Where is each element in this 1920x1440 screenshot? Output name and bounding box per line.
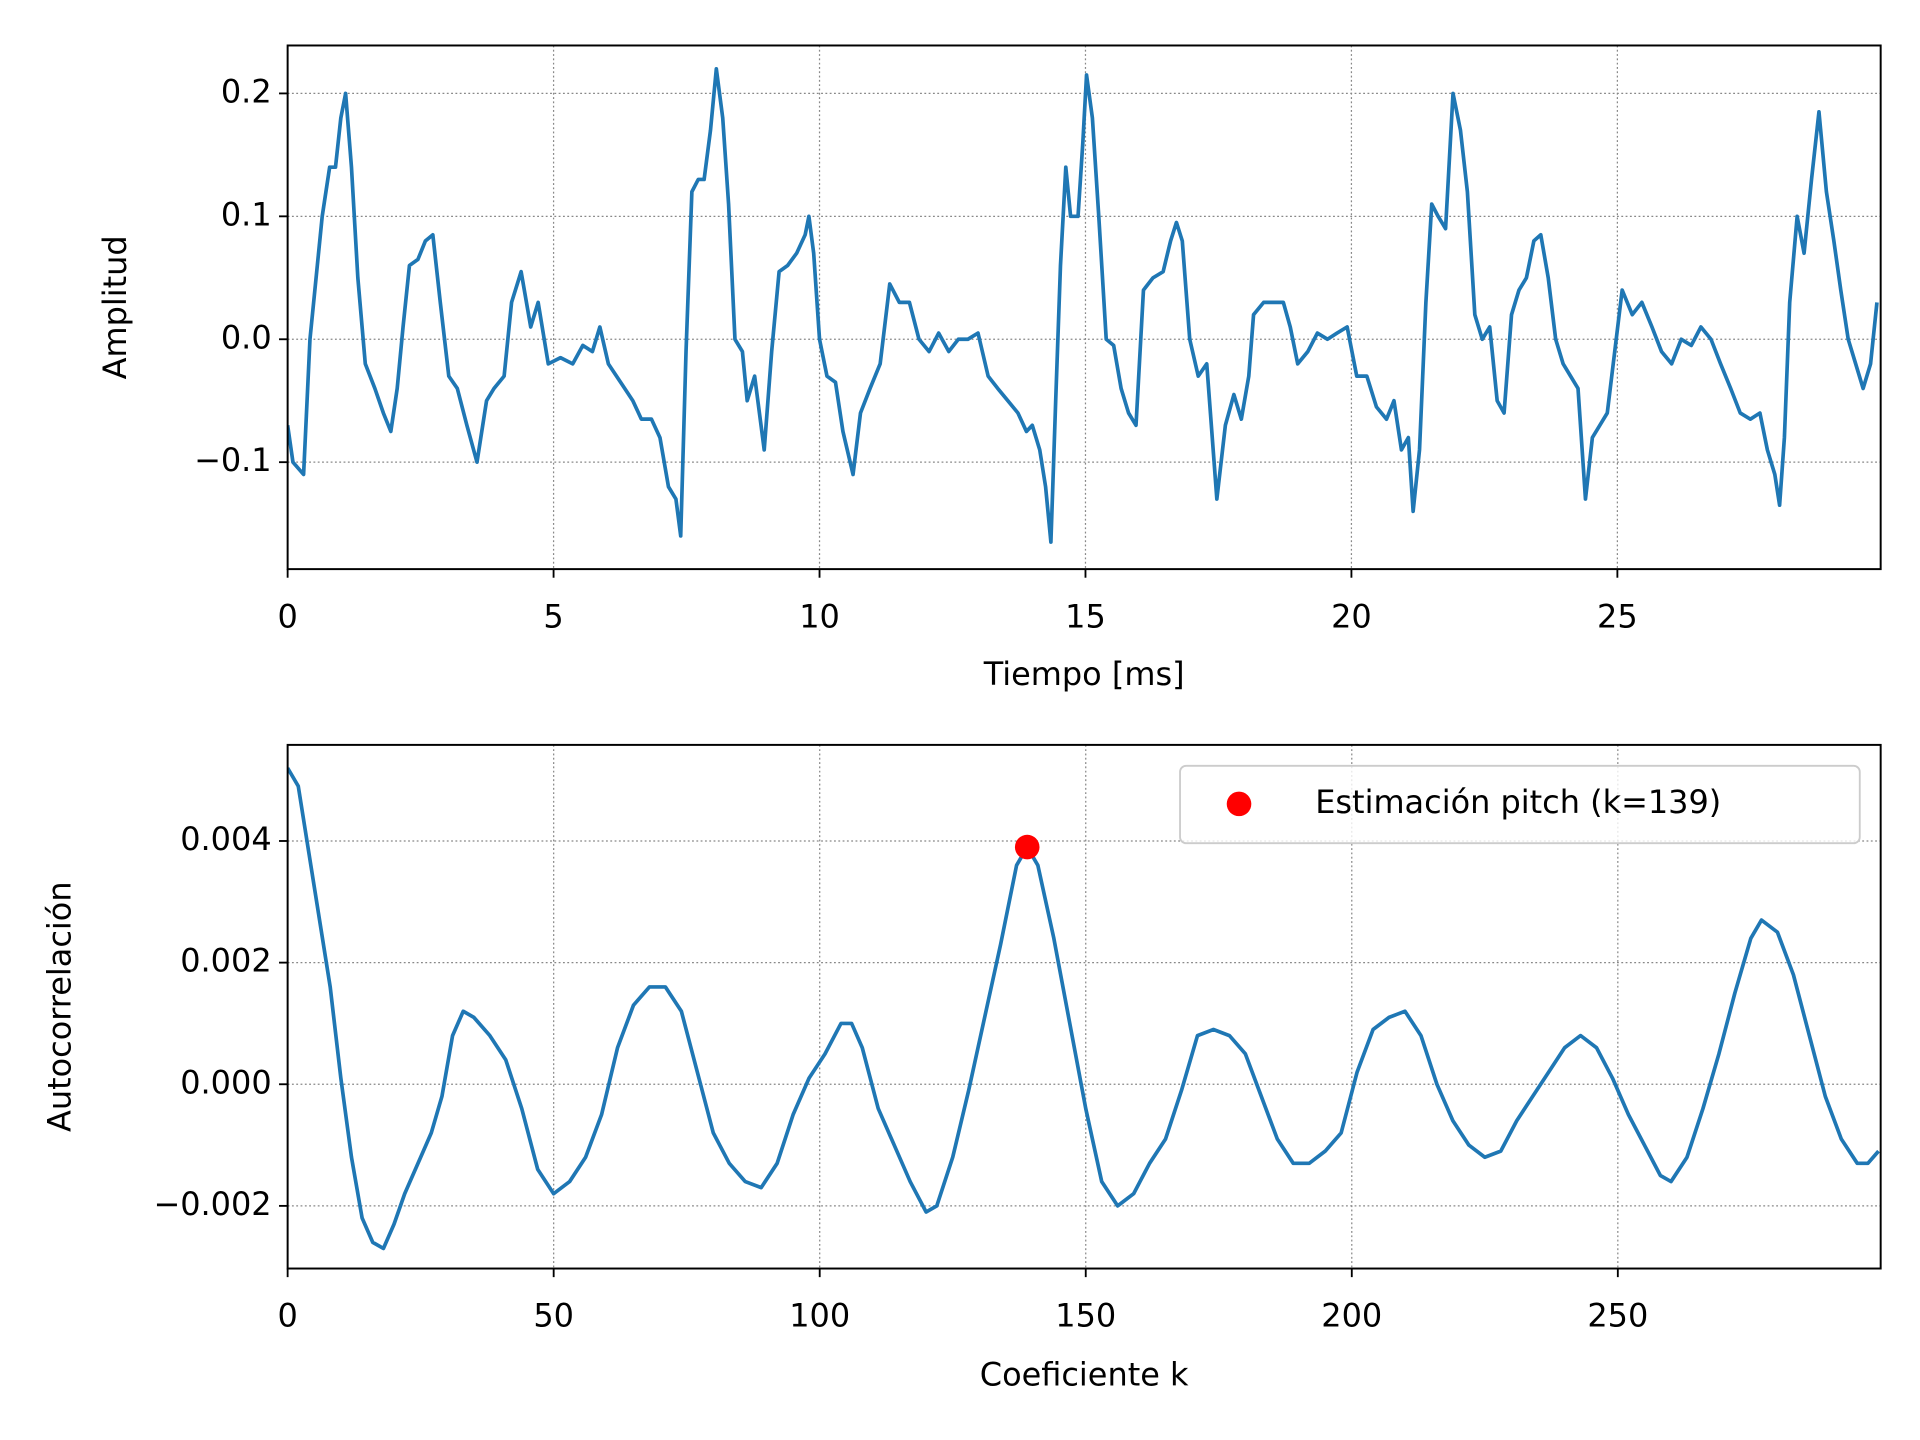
plot-frame bbox=[286, 743, 1882, 1270]
y-tick-label: 0.000 bbox=[180, 1063, 271, 1101]
x-tick-label: 50 bbox=[533, 1297, 574, 1335]
x-tick-label: 0 bbox=[277, 597, 297, 635]
line bbox=[287, 767, 1880, 1251]
y-tick-label: −0.1 bbox=[194, 441, 272, 479]
y-tick-label: 0.0 bbox=[221, 318, 272, 356]
x-tick-label: 15 bbox=[1065, 597, 1106, 635]
x-tick-label: 150 bbox=[1055, 1297, 1116, 1335]
x-tick-label: 10 bbox=[799, 597, 840, 635]
legend-marker bbox=[1226, 791, 1252, 817]
x-tick-label: 0 bbox=[277, 1297, 297, 1335]
plot-frame bbox=[286, 44, 1882, 571]
y-tick-label: 0.002 bbox=[180, 942, 271, 980]
y-tick-label: −0.002 bbox=[153, 1185, 271, 1223]
x-axis-label: Tiempo [ms] bbox=[983, 655, 1185, 693]
x-tick-label: 200 bbox=[1321, 1297, 1382, 1335]
x-tick-label: 20 bbox=[1331, 597, 1372, 635]
legend-label: Estimación pitch (k=139) bbox=[1315, 783, 1721, 821]
y-tick-label: 0.2 bbox=[221, 72, 272, 110]
x-tick-label: 5 bbox=[543, 597, 563, 635]
y-axis-label: Amplitud bbox=[96, 235, 134, 379]
y-tick-label: 0.004 bbox=[180, 820, 271, 858]
y-axis-label: Autocorrelación bbox=[40, 881, 78, 1132]
legend-box bbox=[1179, 764, 1861, 845]
x-tick-label: 100 bbox=[789, 1297, 850, 1335]
marker bbox=[1014, 834, 1040, 860]
line bbox=[287, 66, 1879, 544]
y-tick-label: 0.1 bbox=[221, 195, 272, 233]
x-axis-label: Coeficiente k bbox=[980, 1356, 1189, 1394]
x-tick-label: 25 bbox=[1597, 597, 1638, 635]
x-tick-label: 250 bbox=[1587, 1297, 1648, 1335]
